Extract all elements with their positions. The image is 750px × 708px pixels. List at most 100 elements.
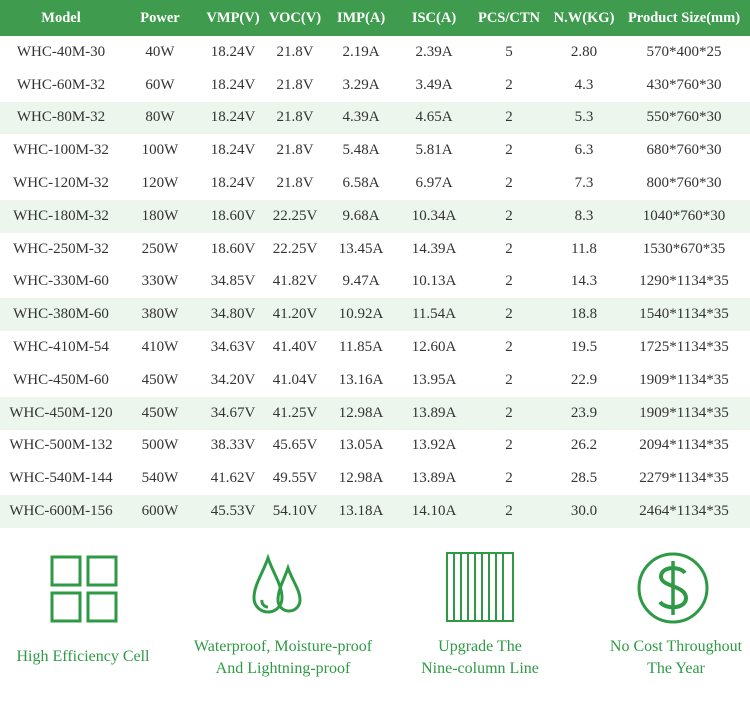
- header-cell: VMP(V): [206, 9, 260, 26]
- header-cell: VOC(V): [268, 9, 322, 26]
- table-cell: 3.29A: [342, 76, 380, 93]
- table-cell: 2.19A: [342, 43, 380, 60]
- table-cell: 6.97A: [415, 175, 453, 192]
- table-cell: 34.80V: [210, 306, 256, 323]
- table-cell: WHC-40M-30: [16, 43, 106, 60]
- table-cell: 18.60V: [210, 207, 256, 224]
- table-cell: 13.45A: [338, 240, 384, 257]
- table-cell: 13.16A: [338, 371, 384, 388]
- table-cell: 28.5: [570, 470, 598, 487]
- table-cell: 10.34A: [411, 207, 457, 224]
- table-cell: 13.89A: [411, 470, 457, 487]
- table-cell: 2.39A: [415, 43, 453, 60]
- feature-caption: High Efficiency Cell: [0, 646, 183, 668]
- table-cell: 9.47A: [342, 273, 380, 290]
- row-bg: [0, 298, 750, 332]
- table-cell: 8.3: [574, 207, 594, 224]
- row-bg: [0, 200, 750, 233]
- header-cell: IMP(A): [336, 9, 386, 26]
- table-cell: 2: [505, 470, 513, 487]
- table-cell: 1909*1134*35: [639, 371, 729, 388]
- table-cell: 41.40V: [272, 339, 318, 356]
- table-cell: WHC-450M-120: [9, 404, 113, 421]
- table-cell: 23.9: [570, 404, 598, 421]
- table-cell: 570*400*25: [646, 43, 722, 60]
- table-cell: 5.81A: [415, 142, 453, 159]
- table-cell: 22.25V: [272, 207, 318, 224]
- row-bg: [0, 495, 750, 528]
- feature-caption: Waterproof, Moisture-proof And Lightning-…: [183, 636, 383, 680]
- table-cell: 12.98A: [338, 470, 384, 487]
- table-cell: 2: [505, 339, 513, 356]
- table-cell: 2: [505, 437, 513, 454]
- table-cell: 41.20V: [272, 306, 318, 323]
- table-cell: WHC-60M-32: [16, 76, 106, 93]
- row-bg: [0, 232, 750, 266]
- table-cell: 22.25V: [272, 240, 318, 257]
- row-bg: [0, 68, 750, 102]
- table-cell: 11.54A: [411, 306, 457, 323]
- row-bg: [0, 134, 750, 168]
- table-cell: 2: [505, 371, 513, 388]
- table-cell: 450W: [141, 404, 179, 421]
- table-cell: 2: [505, 240, 513, 257]
- table-cell: 13.05A: [338, 437, 384, 454]
- table-cell: 100W: [141, 142, 179, 159]
- table-cell: 540W: [141, 470, 179, 487]
- header-cell: Power: [140, 9, 180, 26]
- row-bg: [0, 101, 750, 135]
- table-cell: 54.10V: [272, 503, 318, 520]
- table-cell: WHC-100M-32: [13, 142, 109, 159]
- caption-line: Upgrade The: [438, 638, 522, 655]
- table-cell: 410W: [141, 339, 179, 356]
- table-cell: 2094*1134*35: [639, 437, 729, 454]
- table-cell: 2: [505, 175, 513, 192]
- row-bg: [0, 396, 750, 430]
- table-cell: WHC-330M-60: [13, 273, 109, 290]
- table-cell: WHC-540M-144: [9, 470, 113, 487]
- table-cell: 6.58A: [342, 175, 380, 192]
- table-cell: WHC-410M-54: [13, 339, 109, 356]
- table-cell: 14.39A: [411, 240, 457, 257]
- caption-line: No Cost Throughout: [609, 638, 743, 655]
- table-cell: 18.24V: [210, 43, 256, 60]
- table-cell: 49.55V: [272, 470, 318, 487]
- caption-line: Waterproof, Moisture-proof: [193, 638, 373, 655]
- table-cell: 10.13A: [411, 273, 457, 290]
- table-cell: 5.3: [574, 109, 594, 126]
- table-cell: 18.24V: [210, 109, 256, 126]
- table-cell: 5.48A: [342, 142, 380, 159]
- row-bg: [0, 167, 750, 200]
- table-cell: 1040*760*30: [642, 207, 726, 224]
- caption-line: High Efficiency Cell: [16, 648, 150, 665]
- table-cell: 21.8V: [276, 76, 314, 93]
- row-bg: [0, 331, 750, 364]
- table-cell: 30.0: [570, 503, 598, 520]
- table-cell: 34.67V: [210, 404, 256, 421]
- row-bg: [0, 36, 750, 69]
- table-cell: 18.24V: [210, 175, 256, 192]
- table-cell: 11.8: [571, 240, 597, 257]
- table-cell: 41.25V: [272, 404, 318, 421]
- table-cell: 180W: [141, 207, 179, 224]
- table-cell: 41.04V: [272, 371, 318, 388]
- table-cell: 380W: [141, 306, 179, 323]
- table-cell: 4.65A: [415, 109, 453, 126]
- table-cell: 21.8V: [276, 175, 314, 192]
- table-cell: 2279*1134*35: [639, 470, 729, 487]
- dollar-icon: [637, 552, 709, 624]
- header-cell: Model: [41, 9, 81, 26]
- header-cell: PCS/CTN: [477, 9, 541, 26]
- table-cell: 13.92A: [411, 437, 457, 454]
- table-cell: 18.24V: [210, 76, 256, 93]
- table-cell: 38.33V: [210, 437, 256, 454]
- table-cell: 34.85V: [210, 273, 256, 290]
- table-cell: 22.9: [570, 371, 598, 388]
- table-cell: 1725*1134*35: [639, 339, 729, 356]
- table-cell: 18.24V: [210, 142, 256, 159]
- table-cell: 21.8V: [276, 109, 314, 126]
- table-cell: 4.3: [574, 76, 594, 93]
- table-cell: 13.18A: [338, 503, 384, 520]
- table-cell: 330W: [141, 273, 179, 290]
